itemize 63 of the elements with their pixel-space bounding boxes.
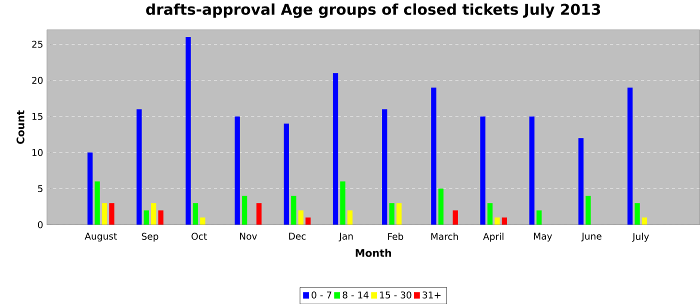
legend-label: 8 - 14 <box>342 291 369 298</box>
x-axis-title: Month <box>356 248 392 257</box>
bar <box>234 116 240 225</box>
bar <box>389 202 394 225</box>
bar <box>382 109 388 225</box>
bar <box>291 196 296 225</box>
bar <box>192 202 198 225</box>
bar <box>578 138 584 225</box>
bar <box>487 202 493 225</box>
bar <box>494 217 500 225</box>
bar <box>242 196 248 225</box>
y-axis-title: Count <box>16 110 24 144</box>
bar <box>627 87 633 225</box>
bar <box>144 210 149 225</box>
bar <box>642 217 648 225</box>
x-tick-label: May <box>534 232 552 242</box>
x-tick-label: August <box>84 232 117 242</box>
bar <box>306 217 311 225</box>
bar <box>396 202 402 225</box>
bar <box>87 152 93 225</box>
bar <box>586 196 591 225</box>
bar <box>109 202 114 225</box>
x-tick-label: Jan <box>338 232 353 242</box>
x-tick-label: April <box>483 232 504 242</box>
bar <box>200 217 206 225</box>
bar <box>529 116 534 225</box>
x-tick-label: June <box>581 232 602 242</box>
bar <box>298 210 304 225</box>
bar <box>452 210 458 225</box>
bar <box>502 217 508 225</box>
y-tick-label: 0 <box>38 221 43 228</box>
bar <box>347 210 353 225</box>
bar <box>158 210 164 225</box>
bar <box>284 124 290 225</box>
bar <box>536 210 542 225</box>
bar <box>186 36 191 225</box>
x-tick-label: Sep <box>142 232 158 242</box>
y-tick-label: 10 <box>32 148 43 156</box>
legend-label: 31+ <box>422 291 441 298</box>
bar <box>480 116 486 225</box>
bar <box>94 181 100 225</box>
legend-label: 15 - 30 <box>380 291 412 298</box>
bar <box>256 202 262 225</box>
y-tick-label: 5 <box>38 185 42 192</box>
chart-title: drafts-approval Age groups of closed tickets July 2013 <box>146 3 600 18</box>
bar <box>431 87 436 225</box>
x-tick-label: Oct <box>192 232 207 240</box>
bar <box>151 202 156 225</box>
y-tick-label: 15 <box>32 112 42 120</box>
y-tick-label: 20 <box>32 76 43 84</box>
x-tick-label: March <box>431 232 458 240</box>
bar <box>332 73 338 225</box>
y-tick-label: 25 <box>32 40 42 48</box>
bar <box>438 188 444 225</box>
x-tick-label: Nov <box>240 232 257 240</box>
x-tick-label: Feb <box>388 232 404 240</box>
x-tick-label: July <box>632 232 649 242</box>
x-tick-label: Dec <box>289 232 306 240</box>
bar <box>340 181 346 225</box>
bar <box>102 202 108 225</box>
legend-label: 0 - 7 <box>312 291 332 298</box>
bar <box>136 109 142 225</box>
bar <box>634 202 640 225</box>
